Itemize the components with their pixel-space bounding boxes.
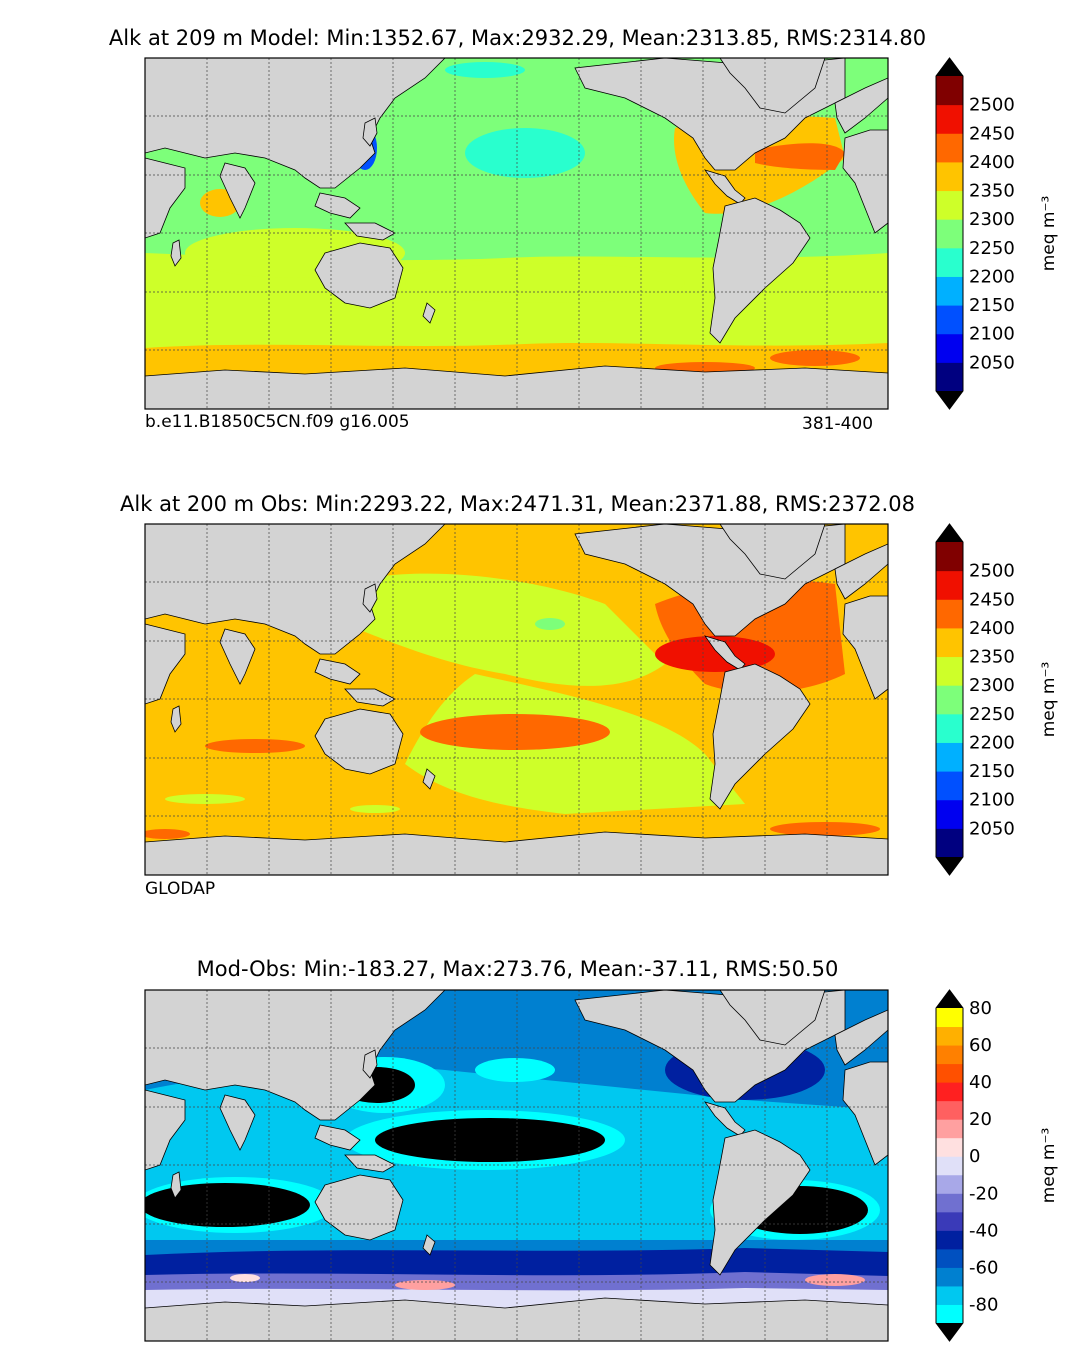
colorbar-3-outline bbox=[935, 989, 964, 1342]
colorbar-1-tick-label: 2250 bbox=[969, 238, 1015, 259]
colorbar-3-segment bbox=[936, 1193, 963, 1213]
colorbar-1: 2050 2100 2150 2200 2250 2300 2350 2400 2450 2500… bbox=[935, 57, 1059, 410]
colorbar-1-tick-label: 2400 bbox=[969, 152, 1015, 173]
panel-1-map bbox=[144, 57, 889, 410]
colorbar-1-segment bbox=[936, 190, 963, 220]
colorbar-3: -80 -60 -40 -20 0 20 40 60 80 meq m⁻³ bbox=[935, 989, 1059, 1342]
panel-1-title: Alk at 209 m Model: Min:1352.67, Max:293… bbox=[108, 26, 927, 50]
colorbar-3-tick-label: 80 bbox=[969, 998, 992, 1019]
colorbar-1-segment bbox=[936, 104, 963, 134]
colorbar-2-segment bbox=[936, 627, 963, 658]
colorbar-3-segment bbox=[936, 1063, 963, 1083]
panel-1-years-label: 381-400 bbox=[802, 414, 874, 434]
colorbar-3-segment bbox=[936, 1026, 963, 1046]
colorbar-2-segment bbox=[936, 685, 963, 715]
colorbar-3-tick-label: -40 bbox=[969, 1220, 998, 1241]
colorbar-1-tick-label: 2300 bbox=[969, 209, 1015, 230]
colorbar-1-segment bbox=[936, 276, 963, 306]
colorbar-1-tick-label: 2500 bbox=[969, 95, 1015, 116]
colorbars: 2050 2100 2150 2200 2250 2300 2350 2400 2450 2500… bbox=[935, 57, 1059, 1342]
colorbar-1-segment bbox=[936, 219, 963, 249]
colorbar-2-tick-label: 2350 bbox=[969, 647, 1015, 668]
colorbar-3-tick-label: 0 bbox=[969, 1146, 980, 1167]
colorbar-2-segment bbox=[936, 656, 963, 686]
colorbar-2-segment bbox=[936, 742, 963, 772]
colorbar-2-segment bbox=[936, 570, 963, 600]
colorbar-1-tick-label: 2100 bbox=[969, 324, 1015, 345]
colorbar-3-tick-label: -60 bbox=[969, 1257, 998, 1278]
colorbar-3-segment bbox=[936, 1156, 963, 1176]
colorbar-2-unit-label: meq m⁻³ bbox=[1039, 662, 1059, 738]
colorbar-3-segment bbox=[936, 1119, 963, 1139]
colorbar-1-segment bbox=[936, 333, 963, 363]
panel-3-map bbox=[144, 989, 889, 1342]
colorbar-3-segment bbox=[936, 1137, 963, 1157]
panel-2-source-label: GLODAP bbox=[145, 879, 216, 899]
colorbar-2-segment bbox=[936, 799, 963, 829]
colorbar-3-segment bbox=[936, 1174, 963, 1194]
colorbar-1-tick-label: 2450 bbox=[969, 123, 1015, 144]
colorbar-2-tick-label: 2500 bbox=[969, 561, 1015, 582]
colorbar-1-outline bbox=[935, 57, 964, 410]
colorbar-1-under-arrow bbox=[936, 391, 963, 409]
colorbar-3-tick-label: 60 bbox=[969, 1035, 992, 1056]
colorbar-2-segment bbox=[936, 599, 963, 629]
colorbar-1-unit-label: meq m⁻³ bbox=[1039, 196, 1059, 272]
panel-3-title: Mod-Obs: Min:-183.27, Max:273.76, Mean:-… bbox=[196, 957, 839, 981]
colorbar-2-tick-label: 2050 bbox=[969, 818, 1015, 839]
colorbar-1-segment bbox=[936, 362, 963, 392]
colorbar-2-tick-label: 2400 bbox=[969, 618, 1015, 639]
colorbar-1-tick-label: 2150 bbox=[969, 295, 1015, 316]
colorbar-2-segment bbox=[936, 828, 963, 858]
colorbar-3-over-arrow bbox=[936, 990, 963, 1008]
colorbar-3-segment bbox=[936, 1230, 963, 1250]
panel-2-title: Alk at 200 m Obs: Min:2293.22, Max:2471.… bbox=[120, 492, 915, 516]
colorbar-3-segment bbox=[936, 1211, 963, 1231]
colorbar-3-segment bbox=[936, 1285, 963, 1305]
colorbar-2-segment bbox=[936, 771, 963, 801]
colorbar-3-segment bbox=[936, 1045, 963, 1065]
colorbar-3-segment bbox=[936, 1008, 963, 1028]
colorbar-2-tick-label: 2250 bbox=[969, 704, 1015, 725]
colorbar-2-tick-label: 2200 bbox=[969, 732, 1015, 753]
panel-2-map bbox=[144, 523, 889, 876]
colorbar-1-tick-label: 2050 bbox=[969, 352, 1015, 373]
colorbar-2-tick-label: 2150 bbox=[969, 761, 1015, 782]
colorbar-1-segment bbox=[936, 247, 963, 277]
colorbar-3-segment bbox=[936, 1082, 963, 1102]
colorbar-3-unit-label: meq m⁻³ bbox=[1039, 1128, 1059, 1204]
colorbar-3-tick-label: -20 bbox=[969, 1183, 998, 1204]
colorbar-2-tick-label: 2100 bbox=[969, 790, 1015, 811]
colorbar-1-tick-label: 2350 bbox=[969, 181, 1015, 202]
colorbar-1-segment bbox=[936, 76, 963, 106]
colorbar-2-outline bbox=[935, 523, 964, 876]
colorbar-3-segment bbox=[936, 1248, 963, 1268]
colorbar-2-segment bbox=[936, 542, 963, 572]
colorbar-1-segment bbox=[936, 305, 963, 335]
colorbar-3-tick-label: 40 bbox=[969, 1072, 992, 1093]
colorbar-2-tick-label: 2450 bbox=[969, 589, 1015, 610]
colorbar-3-tick-label: -80 bbox=[969, 1294, 998, 1315]
colorbar-3-tick-label: 20 bbox=[969, 1109, 992, 1130]
panel-1-run-label: b.e11.B1850C5CN.f09 g16.005 bbox=[145, 412, 410, 432]
colorbar-1-segment bbox=[936, 133, 963, 163]
colorbar-2-segment bbox=[936, 713, 963, 743]
colorbar-1-segment bbox=[936, 161, 963, 192]
colorbar-3-segment bbox=[936, 1304, 963, 1324]
colorbar-1-tick-label: 2200 bbox=[969, 266, 1015, 287]
colorbar-3-segment bbox=[936, 1267, 963, 1287]
colorbar-3-segment bbox=[936, 1100, 963, 1120]
colorbar-3-under-arrow bbox=[936, 1323, 963, 1341]
colorbar-2-over-arrow bbox=[936, 524, 963, 542]
colorbar-2-tick-label: 2300 bbox=[969, 675, 1015, 696]
colorbar-1-over-arrow bbox=[936, 58, 963, 76]
colorbar-2: 2050 2100 2150 2200 2250 2300 2350 2400 2450 2500… bbox=[935, 523, 1059, 876]
colorbar-2-under-arrow bbox=[936, 857, 963, 875]
